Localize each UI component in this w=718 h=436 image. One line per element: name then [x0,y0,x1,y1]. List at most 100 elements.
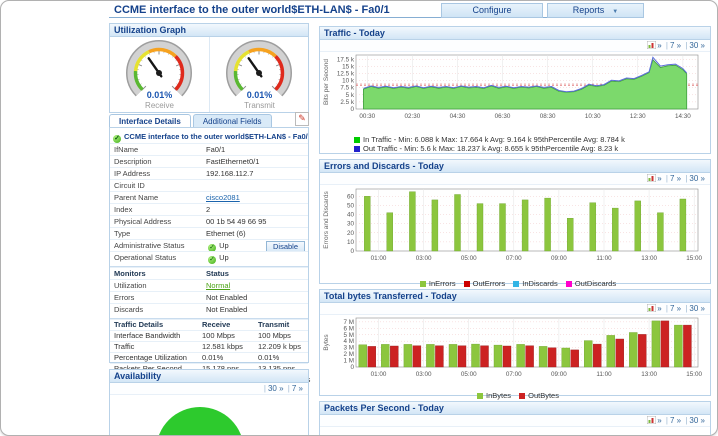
report-7day-link[interactable]: 7 » [669,174,682,183]
svg-text:11:00: 11:00 [596,255,612,262]
svg-text:14:30: 14:30 [675,113,691,120]
svg-text:60: 60 [347,193,355,200]
availability-toolbar: | 30 » | 7 » [110,383,308,395]
traffic-legend: In Traffic - Min: 6.088 k Max: 17.664 k … [320,133,710,153]
report-30day-link[interactable]: 30 » [689,41,705,50]
svg-text:13:00: 13:00 [641,255,657,262]
report-30day-link[interactable]: 30 » [267,384,284,393]
svg-text:0: 0 [350,364,354,371]
report-more-link[interactable]: » [657,174,662,183]
report-30day-link[interactable]: 30 » [689,174,705,183]
utilization-status-link[interactable]: Normal [206,281,231,290]
transmit-gauge-label: Transmit [244,101,275,110]
detail-row: Index 2 [110,203,308,215]
errors-panel-header: Errors and Discards - Today [320,160,710,173]
svg-text:04:30: 04:30 [450,113,466,120]
tab-additional-fields[interactable]: Additional Fields [192,114,272,127]
traffic-detail-row: Traffic 12.581 kbps 12.209 k bps [110,341,308,352]
reports-label: Reports [572,5,605,15]
report-more-link[interactable]: » [657,416,662,425]
svg-text:10 k: 10 k [342,78,355,85]
svg-text:03:00: 03:00 [416,255,432,262]
detail-row: Circuit ID [110,179,308,191]
report-7day-link[interactable]: 7 » [669,416,682,425]
svg-text:5 M: 5 M [344,332,355,339]
svg-text:Bytes: Bytes [323,334,330,351]
svg-text:3 M: 3 M [344,345,355,352]
report-graph-icon[interactable] [646,303,657,315]
tab-interface-details[interactable]: Interface Details [109,114,191,127]
transmit-gauge: 0.01% Transmit [210,37,309,112]
utilization-panel: Utilization Graph 0.01% Receive 0.01% Tr… [109,23,309,113]
parent-device-link[interactable]: cisco2081 [206,193,240,202]
report-more-link[interactable]: » [657,304,662,313]
errors-chart: 0 10 20 30 40 50 60 01:00 03:00 05:00 07:00 09:00 11… [323,188,703,262]
svg-text:12.5 k: 12.5 k [337,70,355,77]
pps-panel: Packets Per Second - Today » | 7 » | 30 » [319,401,711,435]
header-divider [109,17,643,18]
svg-text:05:00: 05:00 [461,371,477,378]
svg-text:00:30: 00:30 [359,113,375,120]
in-traffic-swatch [354,136,360,143]
svg-text:Bits per Second: Bits per Second [323,59,330,105]
svg-text:2 M: 2 M [344,351,355,358]
bytes-toolbar: » | 7 » | 30 » [320,303,710,315]
interface-details-panel: ✓ CCME interface to the outer world$ETH-L… [109,127,310,384]
svg-text:2.5 k: 2.5 k [340,99,355,106]
pps-toolbar: » | 7 » | 30 » [320,415,710,427]
receive-gauge-label: Receive [145,101,174,110]
interface-heading-text: CCME interface to the outer world$ETH-LA… [124,132,308,141]
report-graph-icon[interactable] [646,40,657,52]
transmit-gauge-value: 0.01% [246,90,273,100]
svg-text:50: 50 [347,202,355,209]
out-traffic-swatch [354,145,360,152]
reports-dropdown[interactable]: Reports ▼ [547,3,644,18]
svg-text:40: 40 [347,212,355,219]
report-more-link[interactable]: » [657,41,662,50]
svg-text:20: 20 [347,230,355,237]
svg-text:02:30: 02:30 [404,113,420,120]
monitor-row: Errors Not Enabled [110,291,308,303]
up-status-icon: ✓ [208,256,217,264]
svg-text:12:30: 12:30 [630,113,646,120]
report-7day-link[interactable]: 7 » [291,384,303,393]
gauge-area: 0.01% Receive 0.01% Transmit [110,37,308,112]
svg-text:11:00: 11:00 [596,371,612,378]
interface-heading: ✓ CCME interface to the outer world$ETH-L… [110,128,308,143]
bytes-legend: InBytes OutBytes [320,390,710,401]
monitors-header-row: Monitors Status [110,267,308,279]
admin-status-row: Administrative Status ✓ Up Disable [110,239,308,252]
pps-panel-header: Packets Per Second - Today [320,402,710,415]
report-7day-link[interactable]: 7 » [669,304,682,313]
report-graph-icon[interactable] [646,173,657,185]
report-graph-icon[interactable] [646,415,657,427]
detail-row: Description FastEthernet0/1 [110,155,308,167]
svg-text:1 M: 1 M [344,358,355,365]
traffic-chart: 02.5 k5 k7.5 k10 k12.5 k15 k17.5 k 00:30 0… [323,54,699,120]
monitors-section: Monitors Status Utilization Normal Errors N… [110,266,308,315]
svg-text:03:00: 03:00 [416,371,432,378]
svg-text:08:30: 08:30 [540,113,556,120]
page-title: CCME interface to the outer world$ETH-LA… [114,4,390,16]
chevron-down-icon: ▼ [612,9,619,15]
receive-gauge-value: 0.01% [146,90,173,100]
report-30day-link[interactable]: 30 » [689,416,705,425]
monitor-row: Utilization Normal [110,279,308,291]
configure-button[interactable]: Configure [441,3,543,18]
svg-text:4 M: 4 M [344,338,355,345]
report-30day-link[interactable]: 30 » [689,304,705,313]
receive-gauge: 0.01% Receive [110,37,210,112]
traffic-toolbar: » | 7 » | 30 » [320,40,710,52]
svg-text:7 M: 7 M [344,319,355,326]
edit-icon[interactable]: ✎ [295,112,309,126]
traffic-panel-header: Traffic - Today [320,27,710,40]
svg-text:0: 0 [350,106,354,113]
svg-text:09:00: 09:00 [551,371,567,378]
availability-pie [156,407,244,435]
svg-text:01:00: 01:00 [371,371,387,378]
traffic-detail-row: Percentage Utilization 0.01% 0.01% [110,352,308,363]
report-7day-link[interactable]: 7 » [669,41,682,50]
svg-text:15:00: 15:00 [686,371,702,378]
